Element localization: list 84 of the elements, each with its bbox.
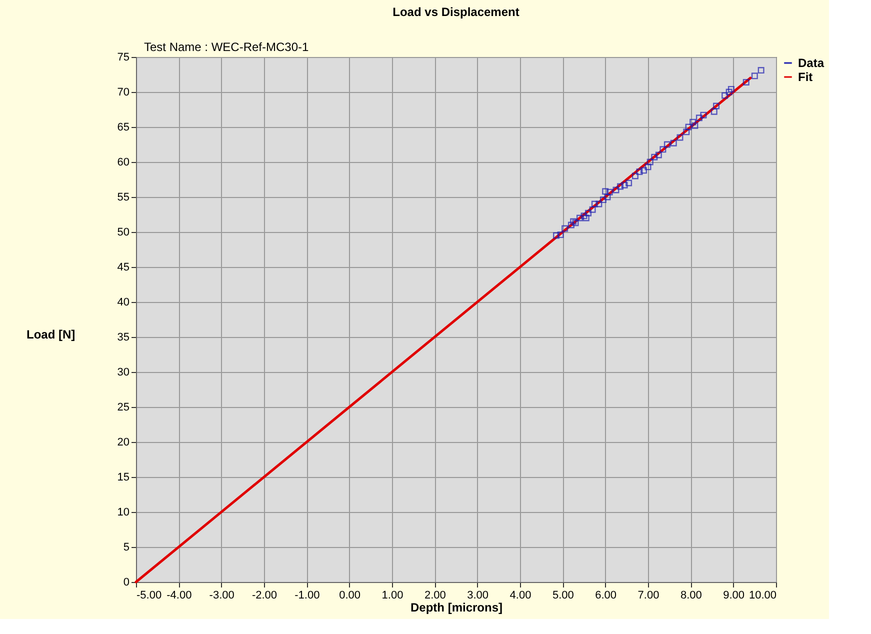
x-tick-label: 5.00: [552, 590, 574, 602]
y-tick-label: 15: [117, 472, 130, 484]
point: [562, 225, 568, 232]
x-tick-label: 9.00: [723, 590, 745, 602]
point: [636, 168, 643, 176]
x-tick-label: 4.00: [510, 590, 532, 602]
point: [585, 210, 592, 216]
y-tick-label: 25: [117, 402, 130, 414]
point: [726, 88, 732, 96]
x-tick-label: -5.00: [136, 590, 162, 602]
point: [670, 140, 677, 146]
point: [600, 196, 606, 204]
point: [710, 108, 718, 115]
x-tick-label: -1.00: [294, 590, 320, 602]
y-tick-label: 45: [117, 262, 130, 274]
x-tick-label: 0.00: [339, 590, 361, 602]
point: [728, 86, 734, 92]
y-tick-label: 40: [117, 296, 130, 308]
point: [751, 72, 758, 80]
point: [696, 114, 702, 122]
point: [572, 220, 579, 226]
point: [602, 188, 609, 195]
x-tick-label: -4.00: [166, 590, 192, 602]
point: [692, 122, 698, 129]
x-tick-label: -2.00: [252, 590, 278, 602]
y-tick-label: 30: [117, 366, 130, 378]
point: [626, 180, 632, 186]
x-tick-label: -3.00: [209, 590, 234, 602]
y-axis-title: Load [N]: [26, 328, 76, 342]
y-tick-label: 35: [117, 332, 130, 344]
x-tick-label: 8.00: [680, 590, 702, 602]
point: [580, 212, 588, 220]
point: [685, 124, 692, 130]
x-tick-label: 7.00: [638, 590, 660, 602]
point: [758, 67, 764, 74]
y-tick-label: 65: [117, 122, 130, 134]
x-tick-label: 10.00: [748, 590, 776, 602]
point: [621, 182, 628, 188]
y-tick-label: 55: [117, 192, 130, 204]
point: [700, 112, 707, 118]
y-tick-label: 60: [117, 156, 130, 168]
point: [655, 152, 662, 158]
point: [690, 118, 696, 126]
point: [604, 194, 611, 200]
x-tick-label: 3.00: [467, 590, 489, 602]
point: [722, 92, 728, 99]
point: [553, 232, 560, 239]
point: [612, 186, 620, 194]
y-tick-label: 10: [117, 506, 130, 518]
point: [632, 172, 638, 180]
point: [606, 188, 613, 196]
point: [591, 200, 598, 208]
y-tick-label: 70: [117, 86, 130, 98]
legend-label: Fit: [798, 70, 813, 84]
point: [644, 164, 652, 170]
point: [582, 214, 590, 222]
x-axis-title: Depth [microns]: [410, 600, 503, 614]
point: [640, 167, 647, 174]
point: [664, 141, 670, 148]
x-tick-label: 6.00: [595, 590, 617, 602]
point: [570, 218, 577, 225]
point: [742, 78, 750, 86]
y-tick-label: 20: [117, 436, 130, 448]
point: [576, 214, 583, 222]
point: [676, 134, 684, 141]
point: [596, 200, 602, 208]
point: [589, 206, 596, 213]
y-tick-label: 5: [123, 542, 130, 554]
point: [617, 183, 624, 190]
point: [568, 222, 574, 228]
y-tick-label: 75: [117, 52, 130, 64]
point: [651, 154, 658, 160]
point: [557, 232, 564, 238]
legend-label: Data: [798, 56, 824, 70]
point: [660, 146, 666, 153]
point: [713, 102, 720, 110]
chart-title: Load vs Displacement: [392, 5, 520, 19]
x-tick-label: 1.00: [382, 590, 404, 602]
x-tick-label: 2.00: [424, 590, 446, 602]
chart-subtitle: Test Name : WEC-Ref-MC30-1: [144, 40, 310, 54]
y-tick-label: 50: [117, 226, 130, 238]
point: [683, 128, 690, 136]
y-tick-label: 0: [123, 576, 130, 588]
point: [646, 158, 654, 166]
